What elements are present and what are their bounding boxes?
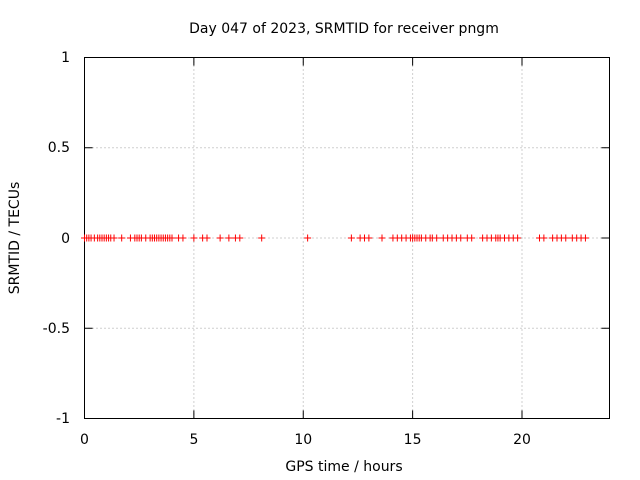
data-point xyxy=(457,234,465,242)
data-point xyxy=(562,234,570,242)
data-point xyxy=(347,234,355,242)
data-point xyxy=(468,234,476,242)
data-point xyxy=(236,234,244,242)
x-tick-label: 5 xyxy=(189,432,198,448)
data-point xyxy=(581,234,589,242)
y-tick-label: -1 xyxy=(56,411,70,427)
x-tick-label: 20 xyxy=(513,432,531,448)
x-tick-label: 15 xyxy=(404,432,422,448)
x-axis-label: GPS time / hours xyxy=(285,459,402,475)
data-point xyxy=(514,234,522,242)
y-tick-labels: -1 -0.5 0 0.5 1 xyxy=(43,50,70,427)
y-tick-label: -0.5 xyxy=(43,321,70,337)
data-point xyxy=(203,234,211,242)
chart-title: Day 047 of 2023, SRMTID for receiver png… xyxy=(189,21,499,37)
data-point xyxy=(179,234,187,242)
x-tick-label: 0 xyxy=(80,432,89,448)
data-point xyxy=(168,234,176,242)
data-point xyxy=(540,234,548,242)
data-point xyxy=(258,234,266,242)
data-point xyxy=(378,234,386,242)
data-point xyxy=(110,234,118,242)
data-point xyxy=(190,234,198,242)
y-axis-label: SRMTID / TECUs xyxy=(7,182,23,295)
x-tick-marks xyxy=(84,57,523,419)
data-point xyxy=(225,234,233,242)
x-tick-label: 10 xyxy=(294,432,312,448)
x-tick-labels: 0 5 10 15 20 xyxy=(80,432,531,448)
data-point xyxy=(365,234,373,242)
data-point xyxy=(304,234,312,242)
data-points xyxy=(81,234,589,242)
data-point xyxy=(216,234,224,242)
data-point xyxy=(118,234,126,242)
y-tick-label: 0.5 xyxy=(48,140,70,156)
y-tick-label: 1 xyxy=(61,50,70,66)
data-point xyxy=(433,234,441,242)
y-tick-label: 0 xyxy=(61,231,70,247)
